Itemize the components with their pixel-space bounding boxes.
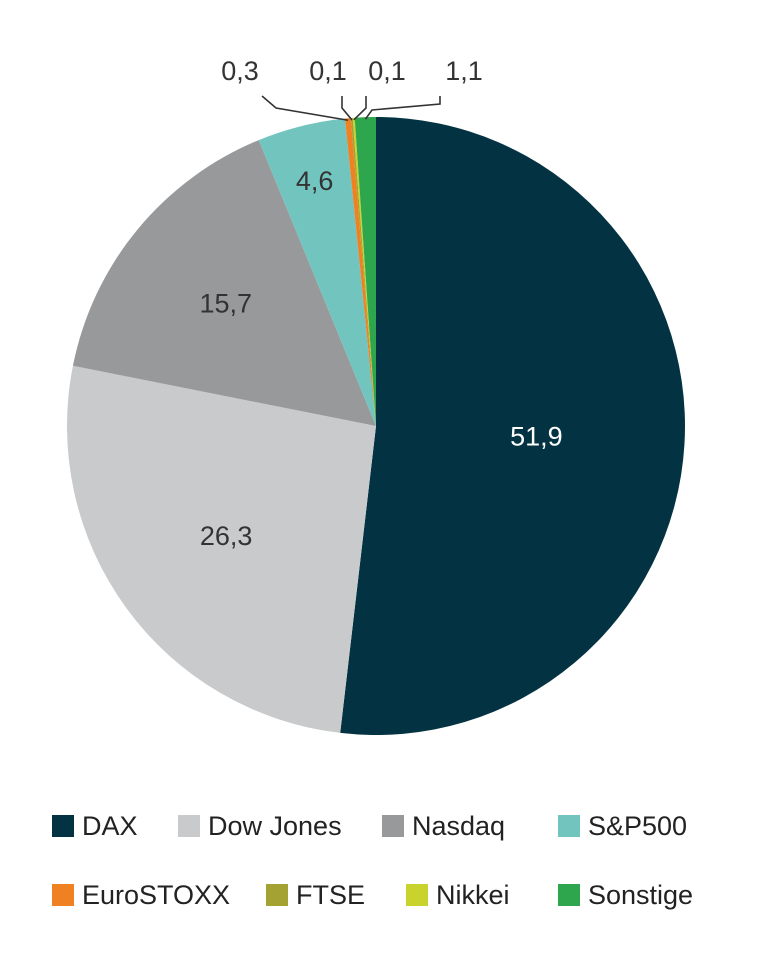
legend: DAX Dow Jones Nasdaq S&P500 EuroSTOXX FT… [52, 806, 752, 944]
data-label-dow-jones: 26,3 [200, 521, 253, 551]
legend-label-eurostoxx: EuroSTOXX [82, 879, 231, 910]
legend-item-sonstige: Sonstige [558, 880, 693, 911]
legend-swatch-eurostoxx [52, 884, 74, 906]
legend-label-nikkei: Nikkei [436, 879, 510, 910]
pie-slice-nasdaq [72, 140, 376, 426]
legend-item-nikkei: Nikkei [406, 880, 558, 911]
pie-chart: 51,9 26,3 15,7 4,6 0,3 0,1 0,1 1,1 [66, 56, 685, 735]
legend-swatch-sp500 [558, 815, 580, 837]
leader-line-ftse [341, 96, 353, 121]
pie-slice-ftse [350, 117, 376, 426]
legend-label-dax: DAX [82, 810, 138, 841]
legend-item-dax: DAX [52, 811, 178, 842]
legend-swatch-nasdaq [382, 815, 404, 837]
data-label-sp500: 4,6 [296, 166, 334, 196]
pie-slice-eurostoxx [345, 118, 376, 427]
pie-slice-sp500 [258, 118, 376, 427]
data-label-dax: 51,9 [510, 421, 563, 451]
legend-item-ftse: FTSE [266, 880, 406, 911]
pie-slice-nikkei [352, 117, 376, 426]
data-label-ftse: 0,1 [309, 56, 347, 86]
pie-slice-dax [340, 117, 685, 735]
data-label-nikkei: 0,1 [368, 56, 406, 86]
legend-row-1: DAX Dow Jones Nasdaq S&P500 [52, 806, 752, 846]
legend-label-sp500: S&P500 [588, 810, 688, 841]
pie-slice-sonstige [354, 117, 376, 426]
legend-swatch-nikkei [406, 884, 428, 906]
leader-line-nikkei [353, 96, 367, 121]
legend-swatch-dow-jones [178, 815, 200, 837]
legend-item-eurostoxx: EuroSTOXX [52, 880, 266, 911]
data-label-sonstige: 1,1 [445, 56, 483, 86]
legend-label-sonstige: Sonstige [588, 879, 694, 910]
legend-item-dow-jones: Dow Jones [178, 811, 382, 842]
data-label-nasdaq: 15,7 [199, 288, 252, 318]
legend-label-dow-jones: Dow Jones [208, 810, 342, 841]
data-label-eurostoxx: 0,3 [221, 56, 259, 86]
legend-item-sp500: S&P500 [558, 811, 687, 842]
leader-line-eurostoxx [261, 95, 349, 122]
legend-label-ftse: FTSE [296, 879, 366, 910]
legend-swatch-ftse [266, 884, 288, 906]
legend-label-nasdaq: Nasdaq [412, 810, 506, 841]
pie-slice-dow-jones [66, 365, 376, 733]
legend-swatch-dax [52, 815, 74, 837]
leader-line-sonstige [364, 96, 441, 120]
legend-swatch-sonstige [558, 884, 580, 906]
legend-row-2: EuroSTOXX FTSE Nikkei Sonstige [52, 875, 752, 915]
legend-item-nasdaq: Nasdaq [382, 811, 558, 842]
